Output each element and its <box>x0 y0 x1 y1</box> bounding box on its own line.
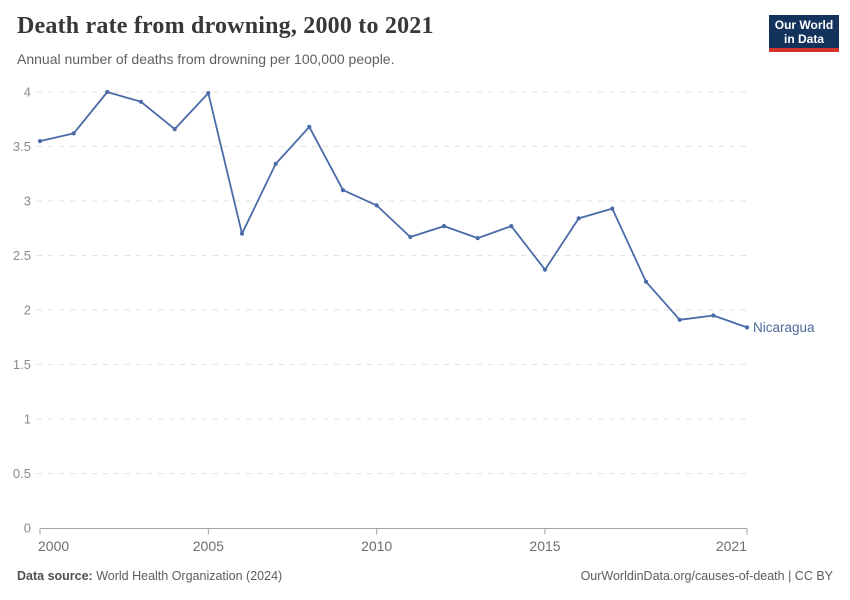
data-source-text: World Health Organization (2024) <box>92 569 283 583</box>
data-point[interactable] <box>37 139 43 144</box>
data-point[interactable] <box>576 216 581 221</box>
data-point[interactable] <box>71 131 76 136</box>
y-axis-tick-label: 1.5 <box>13 357 31 372</box>
y-axis-tick-label: 1 <box>24 412 31 427</box>
data-point[interactable] <box>408 234 413 240</box>
data-point[interactable] <box>643 279 649 284</box>
data-point[interactable] <box>441 224 447 229</box>
data-source-note: Data source: World Health Organization (… <box>17 569 282 583</box>
series-label-nicaragua[interactable]: Nicaragua <box>753 320 815 335</box>
data-source-label: Data source: <box>17 569 93 583</box>
data-point[interactable] <box>711 313 716 318</box>
data-point[interactable] <box>340 188 346 193</box>
x-axis-tick-label: 2015 <box>529 538 560 554</box>
y-axis-tick-label: 0.5 <box>13 466 31 481</box>
chart-plot-area[interactable]: 0 0.5 1 1.5 2 2.5 3 3.5 4 2000 2005 2010 2015 2021 Nic… <box>0 78 850 560</box>
x-axis-tick-label: 2000 <box>38 538 69 554</box>
data-point[interactable] <box>475 236 480 241</box>
data-point[interactable] <box>206 91 211 96</box>
y-axis-tick-label: 3 <box>24 194 31 209</box>
citation-link[interactable]: OurWorldinData.org/causes-of-death | CC … <box>580 569 833 583</box>
data-point[interactable] <box>273 161 278 166</box>
data-point[interactable] <box>542 267 548 272</box>
chart-title: Death rate from drowning, 2000 to 2021 <box>17 13 434 39</box>
data-point[interactable] <box>677 317 682 322</box>
x-axis-tick-label: 2021 <box>716 538 747 554</box>
y-axis-tick-label: 3.5 <box>13 139 31 154</box>
owid-logo-line2: in Data <box>783 31 824 46</box>
data-point[interactable] <box>744 325 750 330</box>
chart-subtitle: Annual number of deaths from drowning pe… <box>17 51 395 67</box>
chart-footer: Data source: World Health Organization (… <box>17 569 833 583</box>
data-line-nicaragua[interactable] <box>39 91 748 329</box>
data-point[interactable] <box>374 203 379 208</box>
owid-logo[interactable]: Our World in Data <box>769 15 839 52</box>
owid-logo-line1: Our World <box>774 17 834 32</box>
data-point[interactable] <box>610 206 615 211</box>
x-axis-tick-label: 2010 <box>361 538 392 554</box>
data-point[interactable] <box>105 89 110 95</box>
y-axis-tick-label: 2.5 <box>13 248 31 263</box>
data-point[interactable] <box>307 124 312 129</box>
data-point[interactable] <box>509 224 514 229</box>
data-point[interactable] <box>172 127 177 132</box>
data-point[interactable] <box>138 99 144 104</box>
data-point[interactable] <box>239 231 245 236</box>
y-axis-tick-label: 2 <box>24 303 31 318</box>
y-axis-tick-label: 4 <box>24 85 31 100</box>
y-axis-tick-label: 0 <box>24 521 31 536</box>
x-axis-tick-label: 2005 <box>193 538 224 554</box>
